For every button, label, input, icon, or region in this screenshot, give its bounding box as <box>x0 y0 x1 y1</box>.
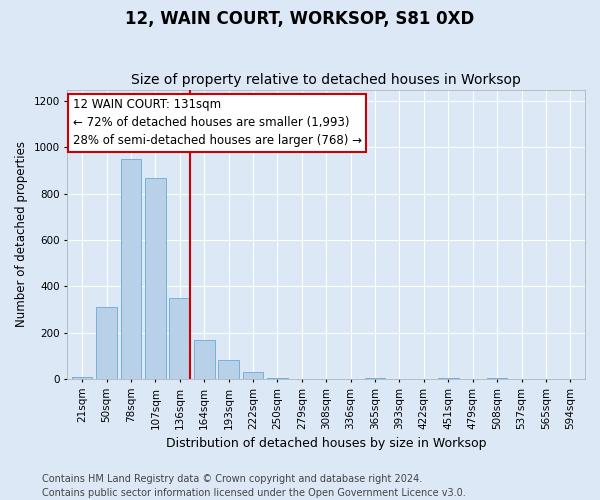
Bar <box>218 360 239 379</box>
Bar <box>169 298 190 379</box>
Text: Contains HM Land Registry data © Crown copyright and database right 2024.
Contai: Contains HM Land Registry data © Crown c… <box>42 474 466 498</box>
Bar <box>145 178 166 379</box>
Title: Size of property relative to detached houses in Worksop: Size of property relative to detached ho… <box>131 73 521 87</box>
Bar <box>72 376 92 379</box>
Y-axis label: Number of detached properties: Number of detached properties <box>15 141 28 327</box>
Text: 12 WAIN COURT: 131sqm
← 72% of detached houses are smaller (1,993)
28% of semi-d: 12 WAIN COURT: 131sqm ← 72% of detached … <box>73 98 362 147</box>
Bar <box>96 307 117 379</box>
Bar <box>487 378 508 379</box>
Text: 12, WAIN COURT, WORKSOP, S81 0XD: 12, WAIN COURT, WORKSOP, S81 0XD <box>125 10 475 28</box>
Bar <box>438 378 458 379</box>
Bar <box>267 378 288 379</box>
X-axis label: Distribution of detached houses by size in Worksop: Distribution of detached houses by size … <box>166 437 487 450</box>
Bar <box>365 378 385 379</box>
Bar <box>121 159 141 379</box>
Bar <box>242 372 263 379</box>
Bar <box>194 340 215 379</box>
